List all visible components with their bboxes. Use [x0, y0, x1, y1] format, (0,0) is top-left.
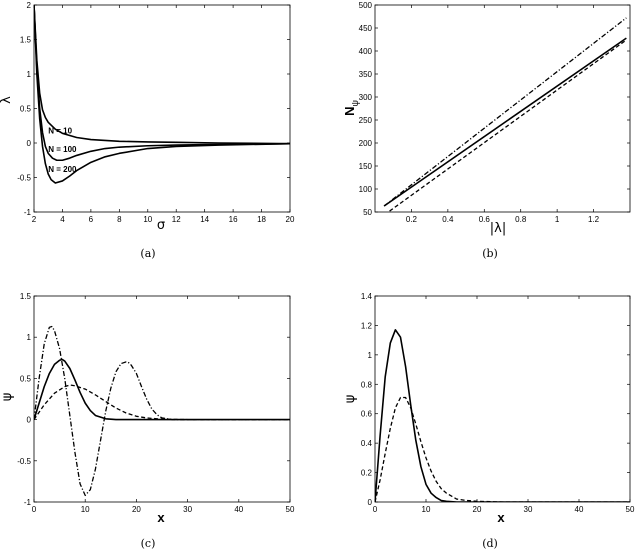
series-line-d-1: [375, 329, 630, 502]
series-line-a-3: [34, 5, 290, 184]
x-tick-label: 20: [473, 505, 482, 514]
y-tick-label: 200: [359, 139, 373, 148]
x-tick-label: 0.6: [479, 215, 491, 224]
y-tick-label: 1: [368, 351, 373, 360]
y-tick-label: 1.5: [20, 36, 32, 45]
plot-frame: [374, 4, 631, 213]
y-tick-label: 300: [359, 93, 373, 102]
y-tick-label: 250: [359, 116, 373, 125]
x-tick-label: 16: [229, 215, 238, 224]
y-tick-label: 1: [27, 333, 32, 342]
x-tick-label: 10: [81, 505, 90, 514]
y-tick-label: 1.4: [361, 292, 373, 301]
y-tick-label: 0.5: [20, 374, 32, 383]
y-tick-label: 0.8: [361, 380, 373, 389]
series-line-b-1: [383, 37, 627, 207]
y-axis-label: ψ: [0, 393, 15, 402]
x-tick-label: 10: [143, 215, 152, 224]
curve-annotation: N = 200: [48, 165, 77, 174]
series-line-c-1: [34, 358, 290, 421]
y-tick-label: 350: [359, 70, 373, 79]
x-tick-label: 40: [234, 505, 243, 514]
x-tick-label: 8: [117, 215, 122, 224]
x-tick-label: 0.8: [515, 215, 527, 224]
series-line-d-2: [375, 396, 630, 502]
panel-caption: (b): [482, 247, 498, 260]
panel-d: 0 10 20 30 40 50 0 0.2 0.4 0.6 0.8 1 1.2 1.4 x ψ (d): [343, 292, 635, 550]
x-tick-label: 14: [200, 215, 209, 224]
plot-frame: [374, 295, 631, 503]
y-tick-label: 150: [359, 162, 373, 171]
x-tick-label: 0.2: [406, 215, 418, 224]
y-tick-label: 0.4: [361, 439, 373, 448]
curve-annotation: N = 10: [48, 127, 72, 136]
x-tick-label: 30: [183, 505, 192, 514]
panel-caption: (c): [141, 537, 156, 550]
x-tick-label: 50: [626, 505, 635, 514]
y-tick-label: -0.5: [17, 174, 31, 183]
y-tick-label: 0.5: [20, 105, 32, 114]
panel-b: 0.2 0.4 0.6 0.8 1 1.2 50 100 150 200 250 300 350 400 4…: [342, 1, 631, 260]
x-tick-label: 20: [132, 505, 141, 514]
panel-caption: (a): [140, 247, 155, 260]
y-tick-label: 100: [359, 185, 373, 194]
x-axis-label: σ: [157, 218, 165, 233]
y-tick-label: -1: [24, 498, 32, 507]
y-tick-label: 0: [27, 139, 32, 148]
y-tick-label: 1.2: [361, 321, 373, 330]
x-axis-label: |λ|: [490, 221, 506, 236]
y-tick-label: 0: [368, 498, 373, 507]
x-tick-label: 30: [524, 505, 533, 514]
x-tick-label: 50: [286, 505, 295, 514]
y-tick-label: 1.5: [20, 292, 32, 301]
y-tick-label: 400: [359, 47, 373, 56]
x-tick-label: 0: [32, 505, 37, 514]
x-axis-label: x: [497, 510, 505, 525]
y-tick-label: -0.5: [17, 457, 31, 466]
y-tick-label: 2: [27, 1, 32, 10]
y-tick-label: 1: [27, 70, 32, 79]
y-axis-label: Nψ: [342, 100, 360, 116]
x-tick-label: 12: [172, 215, 181, 224]
series-line-c-3: [34, 325, 290, 497]
x-tick-label: 40: [575, 505, 584, 514]
y-tick-label: 0: [27, 416, 32, 425]
series-line-c-2: [34, 384, 290, 421]
x-axis-label: x: [157, 510, 165, 525]
panel-a: 2 4 6 8 10 12 14 16 18 20 -1 -0.5 0 0.5 1 1.5 2 σ λ N = 10 N…: [0, 1, 295, 260]
plot-frame: [33, 4, 291, 213]
series-line-a-1: [34, 5, 290, 145]
y-tick-label: -1: [24, 208, 32, 217]
plot-frame: [33, 295, 291, 503]
x-tick-label: 18: [257, 215, 266, 224]
x-tick-label: 1.2: [588, 215, 600, 224]
y-tick-label: 500: [359, 1, 373, 10]
x-tick-label: 1: [555, 215, 560, 224]
x-tick-label: 0: [373, 505, 378, 514]
series-line-b-3: [383, 17, 627, 207]
x-tick-label: 2: [32, 215, 37, 224]
y-axis-label: ψ: [343, 395, 358, 404]
y-tick-label: 50: [363, 208, 372, 217]
x-tick-label: 6: [89, 215, 94, 224]
y-tick-label: 0.6: [361, 410, 373, 419]
x-tick-label: 20: [286, 215, 295, 224]
series-line-b-2: [389, 39, 627, 212]
y-tick-label: 450: [359, 24, 373, 33]
x-tick-label: 0.4: [442, 215, 454, 224]
curve-annotation: N = 100: [48, 145, 77, 154]
y-tick-label: 0.2: [361, 469, 373, 478]
panel-c: 0 10 20 30 40 50 -1 -0.5 0 0.5 1 1.5 x ψ (c): [0, 292, 295, 550]
x-tick-label: 4: [60, 215, 65, 224]
y-axis-label: λ: [0, 96, 14, 104]
series-line-a-2: [34, 5, 290, 162]
x-tick-label: 10: [422, 505, 431, 514]
panel-caption: (d): [482, 537, 498, 550]
